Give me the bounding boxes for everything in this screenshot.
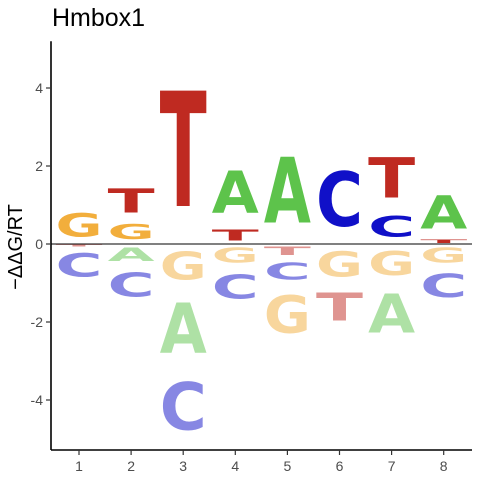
- logo-letter-G: G: [264, 285, 311, 346]
- y-tick-label: 0: [35, 236, 43, 252]
- y-tick-label: 2: [35, 158, 43, 174]
- logo-letter-C: C: [316, 157, 363, 244]
- logo-letter-C: C: [108, 266, 155, 305]
- logo-letter-G: G: [212, 244, 259, 267]
- logo-letter-C: C: [160, 370, 207, 446]
- logo-letter-T: T: [264, 244, 311, 258]
- logo-letter-A: A: [368, 284, 415, 346]
- x-tick-label: 5: [284, 458, 292, 474]
- x-ticks: 1 2 3 4 5 6 7 8: [75, 450, 448, 474]
- logo-letter-C: C: [212, 268, 259, 307]
- y-tick-label: -2: [31, 314, 44, 330]
- y-tick-label: -4: [31, 392, 44, 408]
- y-tick-label: 4: [35, 80, 43, 96]
- x-tick-label: 7: [388, 458, 396, 474]
- x-tick-label: 8: [440, 458, 448, 474]
- logo-letter-T: T: [108, 182, 155, 221]
- chart-title: Hmbox1: [52, 4, 146, 32]
- logo-letter-G: G: [160, 245, 207, 289]
- logo-letter-G: G: [420, 244, 467, 267]
- logo-letter-G: G: [368, 245, 415, 283]
- x-tick-label: 4: [231, 458, 239, 474]
- logo-letter-T: T: [420, 239, 468, 244]
- y-axis-title: −ΔΔG/RT: [5, 204, 27, 290]
- logo-letter-C: C: [420, 267, 467, 304]
- logo-letter-A: A: [212, 160, 259, 228]
- logo-letter-A: A: [264, 140, 311, 244]
- logo-letter-T: T: [56, 244, 103, 247]
- x-tick-label: 2: [127, 458, 135, 474]
- logo-letter-G: G: [108, 221, 155, 244]
- logo-letter-A: A: [108, 244, 155, 266]
- logo-letter-T: T: [160, 59, 207, 243]
- logo-letter-T: T: [316, 286, 363, 331]
- x-tick-label: 6: [336, 458, 344, 474]
- logo-letter-A: A: [420, 186, 468, 239]
- logo-letter-T: T: [368, 146, 416, 210]
- logo-letter-T: T: [212, 227, 259, 244]
- logo-letter-C: C: [368, 211, 415, 244]
- x-tick-label: 3: [179, 458, 187, 474]
- y-ticks: -4 -2 0 2 4: [31, 80, 51, 408]
- logo-letter-G: G: [56, 207, 103, 244]
- logo-letter-C: C: [264, 258, 311, 285]
- logo-letter-G: G: [316, 245, 363, 286]
- logo-letter-A: A: [160, 290, 207, 369]
- x-tick-label: 1: [75, 458, 83, 474]
- logo-letter-C: C: [56, 247, 103, 284]
